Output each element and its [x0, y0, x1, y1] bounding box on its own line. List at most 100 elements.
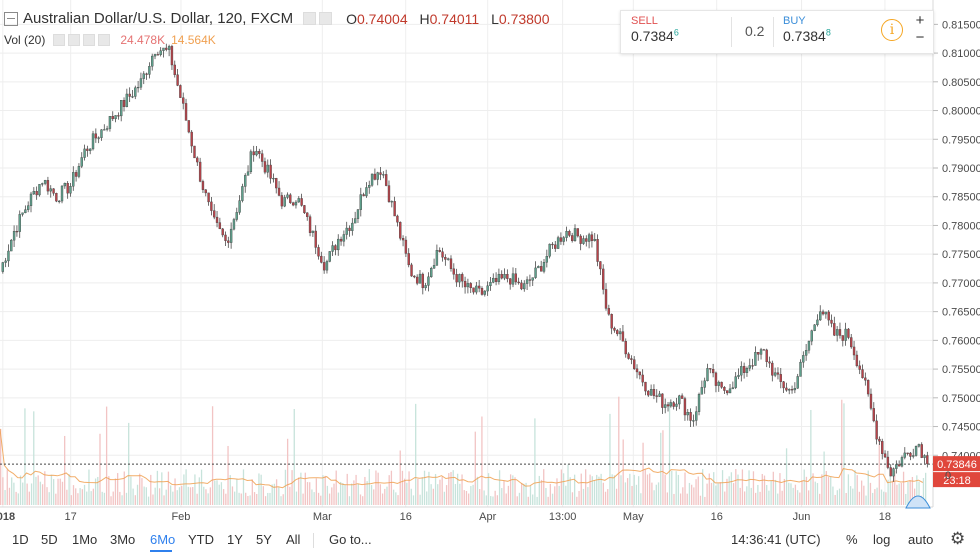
candle-body — [356, 209, 360, 219]
price-chart[interactable]: 0.81500 0.81000 0.80500 0.80000 0.79500 0.790… — [0, 0, 980, 528]
candle-body — [500, 273, 503, 279]
range-1y[interactable]: 1Y — [227, 532, 243, 547]
legend-settings-icon[interactable] — [319, 12, 333, 25]
volume-bar — [785, 448, 788, 505]
volume-bar — [763, 475, 766, 505]
volume-bar — [390, 470, 393, 505]
candle-body — [878, 438, 881, 442]
candle-body — [517, 281, 520, 284]
log-toggle[interactable]: log — [873, 532, 891, 547]
range-1d[interactable]: 1D — [12, 532, 29, 547]
candle-body — [105, 128, 109, 130]
candle-body — [737, 374, 740, 377]
volume-bar — [721, 470, 724, 505]
volume-bar — [158, 488, 161, 505]
auto-toggle[interactable]: auto — [908, 532, 934, 547]
candle-body — [821, 311, 825, 315]
volume-bar — [580, 473, 582, 505]
candle-body — [866, 380, 870, 395]
volume-bar — [684, 472, 686, 505]
volume-eye-icon[interactable] — [53, 34, 66, 46]
candle-body — [348, 227, 351, 231]
volume-bar — [607, 489, 609, 505]
candle-body — [906, 452, 909, 454]
goto-button[interactable]: Go to... — [329, 532, 372, 547]
candle-body — [317, 247, 320, 257]
range-3mo[interactable]: 3Mo — [110, 532, 136, 547]
volume-bar — [11, 477, 13, 505]
volume-close-icon[interactable] — [98, 34, 111, 46]
volume-bar — [315, 478, 317, 505]
volume-bar — [99, 433, 101, 505]
volume-bar — [759, 491, 761, 505]
volume-axis-zero: 0 — [945, 470, 951, 482]
range-5y[interactable]: 5Y — [256, 532, 272, 547]
volume-bar — [549, 483, 552, 505]
candle-body — [523, 283, 526, 290]
range-ytd[interactable]: YTD — [188, 532, 214, 547]
info-icon[interactable]: i — [881, 19, 903, 41]
clock-time[interactable]: 14:36:41 (UTC) — [731, 532, 821, 547]
volume-bar — [836, 490, 838, 505]
volume-bar — [673, 493, 675, 505]
volume-bar — [468, 493, 470, 505]
candle-body — [418, 273, 422, 284]
gear-icon[interactable]: ⚙ — [950, 529, 966, 548]
volume-bar — [876, 487, 878, 505]
volume-bar — [437, 484, 439, 505]
range-all[interactable]: All — [286, 532, 301, 547]
buy-button[interactable]: BUY 0.73848 — [783, 15, 831, 44]
candle-body — [21, 212, 24, 215]
volume-settings-icon[interactable] — [68, 34, 81, 46]
candle-body — [616, 330, 619, 335]
volume-bar — [724, 491, 726, 505]
candle-body — [661, 393, 664, 408]
candle-body — [365, 187, 368, 197]
volume-bar — [525, 482, 527, 505]
volume-bar — [443, 491, 446, 505]
volume-source-icon[interactable] — [83, 34, 96, 46]
candle-body — [892, 468, 895, 477]
candle-body — [117, 115, 120, 117]
candle-body — [652, 389, 656, 396]
candle-body — [709, 368, 712, 370]
volume-bar — [562, 473, 565, 505]
candle-body — [15, 231, 19, 233]
percent-toggle[interactable]: % — [846, 532, 858, 547]
candle-body — [525, 279, 529, 284]
candle-body — [641, 374, 644, 383]
range-1mo[interactable]: 1Mo — [72, 532, 98, 547]
legend-eye-icon[interactable] — [303, 12, 317, 25]
zoom-controls: + − — [913, 12, 927, 46]
spread-value: 0.2 — [745, 23, 765, 39]
candle-body — [875, 420, 878, 440]
range-5d[interactable]: 5D — [41, 532, 58, 547]
volume-bar — [346, 473, 348, 505]
volume-bar — [439, 479, 441, 505]
volume-bar — [600, 473, 602, 505]
scroll-handle-icon[interactable] — [905, 495, 931, 509]
volume-bar — [375, 470, 377, 505]
zoom-in-button[interactable]: + — [915, 12, 925, 29]
sell-button[interactable]: SELL 0.73846 — [631, 15, 679, 44]
range-6mo[interactable]: 6Mo — [150, 532, 176, 547]
volume-bar — [167, 471, 170, 505]
volume-bar — [200, 469, 203, 505]
volume-bar — [8, 487, 11, 505]
candle-body — [24, 209, 27, 214]
candle-body — [362, 194, 365, 197]
candle-body — [184, 103, 188, 121]
y-tick-label: 0.77500 — [942, 249, 980, 261]
candle-body — [469, 283, 472, 289]
candle-body — [830, 319, 833, 324]
candle-body — [455, 274, 458, 283]
candle-body — [779, 374, 782, 382]
high-value: 0.74011 — [429, 10, 480, 27]
zoom-out-button[interactable]: − — [915, 29, 925, 46]
candle-body — [449, 258, 453, 269]
candle-body — [689, 412, 692, 421]
collapse-legend-icon[interactable] — [4, 11, 18, 26]
volume-bar — [918, 481, 920, 505]
volume-bar — [331, 487, 333, 505]
volume-bar — [490, 496, 492, 505]
